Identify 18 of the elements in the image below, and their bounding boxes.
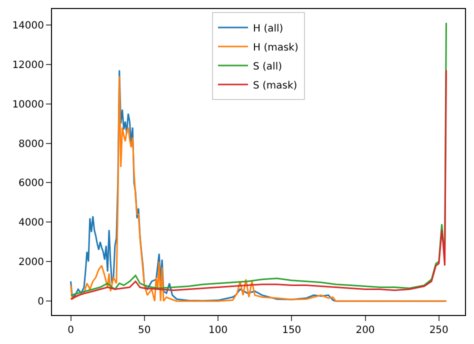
y-tick-label: 8000 xyxy=(18,138,44,150)
y-tick-label: 6000 xyxy=(18,178,44,190)
legend-label: S (all) xyxy=(253,61,282,72)
legend-label: H (all) xyxy=(253,23,284,34)
x-tick-label: 50 xyxy=(138,325,151,336)
x-tick-label: 150 xyxy=(282,325,302,336)
y-tick-label: 4000 xyxy=(18,218,44,229)
x-tick-label: 0 xyxy=(68,325,74,336)
x-tick-label: 200 xyxy=(356,325,375,336)
y-tick-label: 12000 xyxy=(12,60,44,71)
y-tick-label: 0 xyxy=(38,296,44,308)
y-tick-label: 2000 xyxy=(18,257,44,268)
y-tick-label: 14000 xyxy=(12,20,44,32)
x-tick-label: 250 xyxy=(429,325,448,336)
x-tick-label: 100 xyxy=(208,325,228,336)
legend-label: H (mask) xyxy=(253,42,298,54)
y-tick-label: 10000 xyxy=(12,99,44,110)
legend-label: S (mask) xyxy=(253,80,298,92)
